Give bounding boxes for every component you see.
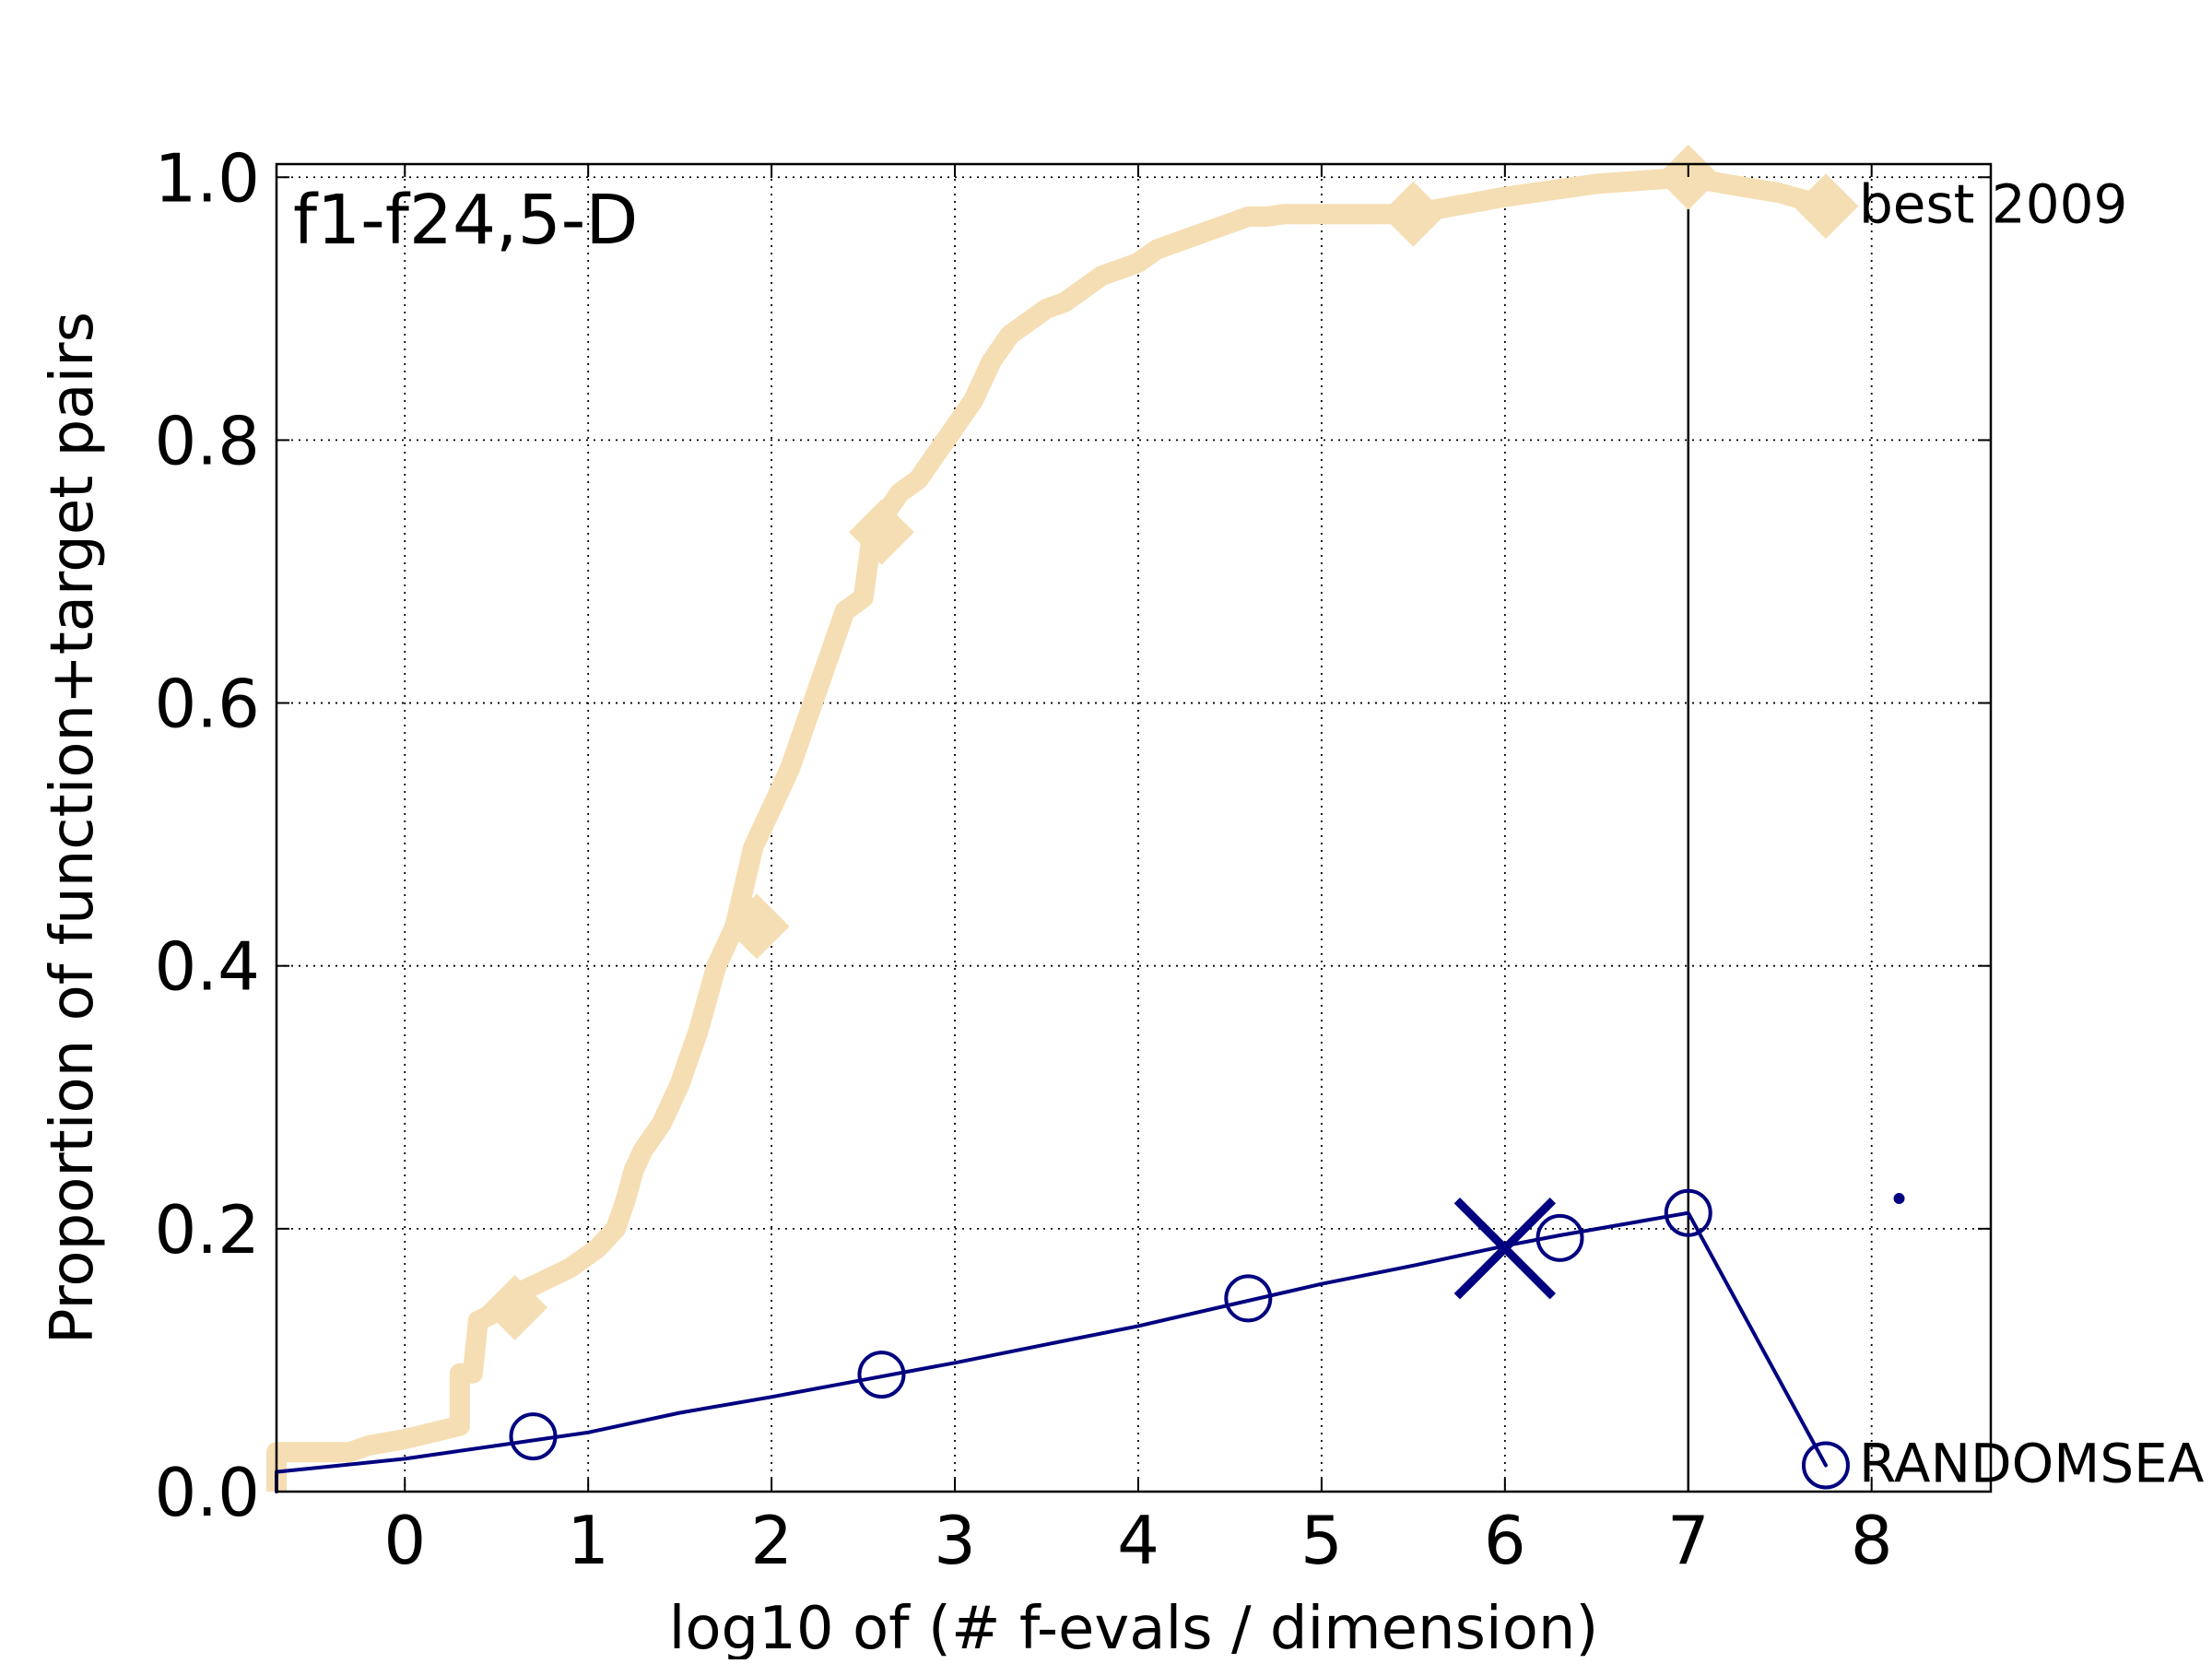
y-tick-label: 0.6 (154, 666, 260, 743)
randomsea-dot (1893, 1193, 1905, 1205)
series-labels: best 2009 RANDOMSEA (1859, 173, 2205, 1495)
randomsea-series-label: RANDOMSEA (1859, 1432, 2205, 1494)
randomsea-circle-marker (1664, 1188, 1712, 1237)
best-2009-series-label: best 2009 (1859, 173, 2128, 236)
randomsea-line (275, 1210, 1828, 1493)
randomsea-circle-marker (509, 1412, 558, 1461)
x-tick-label: 2 (750, 1502, 793, 1579)
best-2009-diamond-marker (482, 1274, 548, 1340)
x-tick-label: 0 (383, 1502, 426, 1579)
randomsea-cross-marker (1453, 1198, 1557, 1300)
x-tick-label: 1 (567, 1502, 609, 1579)
y-tick-label: 1.0 (154, 139, 260, 217)
randomsea-circle-marker (1224, 1274, 1273, 1323)
series-group (266, 144, 1905, 1493)
x-axis-label: log10 of (# f-evals / dimension) (669, 1595, 1599, 1659)
axis-ticks (276, 164, 1991, 1493)
randomsea-circle-marker (1801, 1441, 1850, 1490)
x-tick-label: 8 (1851, 1502, 1893, 1579)
y-tick-label: 0.8 (154, 402, 260, 479)
panel-label: f1-f24,5-D (293, 181, 638, 260)
best-2009-diamond-marker (724, 893, 790, 960)
best-2009-diamond-marker (1793, 173, 1859, 240)
y-tick-label: 0.2 (154, 1191, 260, 1269)
randomsea-circle-marker (857, 1351, 906, 1399)
y-tick-label: 0.4 (154, 928, 260, 1006)
y-axis-label: Proportion of function+target pairs (39, 312, 107, 1344)
best-2009-diamond-marker (1380, 181, 1446, 247)
y-tick-label: 0.0 (154, 1454, 260, 1531)
best-2009-diamond-marker (1655, 144, 1722, 210)
x-tick-label: 4 (1117, 1502, 1159, 1579)
x-tick-label: 3 (934, 1502, 976, 1579)
plot-frame (275, 162, 1993, 1493)
x-tick-label: 6 (1484, 1502, 1526, 1579)
best-2009-diamond-marker (849, 499, 914, 565)
randomsea-circle-marker (1535, 1213, 1584, 1262)
tick-labels: 0 1 2 3 4 5 6 7 8 0.0 0.2 0.4 0.6 0.8 1.0 (154, 139, 1892, 1579)
x-tick-label: 7 (1667, 1502, 1710, 1579)
x-tick-label: 5 (1300, 1502, 1343, 1579)
